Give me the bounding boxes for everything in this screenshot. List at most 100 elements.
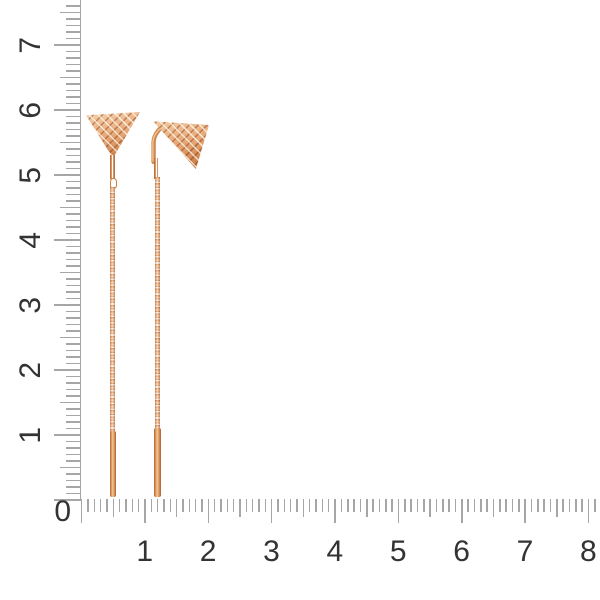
vertical-ruler-tick [66, 5, 81, 7]
earring-left-triangle-top [86, 112, 140, 158]
horizontal-ruler-label: 3 [263, 535, 281, 568]
vertical-ruler-tick [66, 83, 81, 85]
vertical-ruler-tick [66, 213, 81, 215]
vertical-ruler-tick [60, 466, 81, 469]
vertical-ruler-label: 6 [14, 101, 47, 119]
vertical-ruler-tick [66, 187, 81, 189]
vertical-ruler-tick [66, 63, 81, 66]
horizontal-ruler-label: 8 [579, 535, 598, 568]
vertical-ruler-tick [60, 206, 81, 209]
horizontal-ruler-tick [391, 499, 393, 512]
horizontal-ruler-tick [359, 499, 362, 512]
horizontal-ruler-tick [530, 499, 533, 512]
vertical-ruler-tick [66, 135, 81, 137]
horizontal-ruler-tick [448, 499, 450, 512]
horizontal-ruler-tick [334, 499, 336, 523]
vertical-ruler-tick [66, 395, 81, 397]
vertical-ruler-tick [66, 310, 81, 313]
horizontal-ruler-tick [518, 499, 520, 512]
vertical-ruler-label: 5 [14, 166, 47, 184]
vertical-ruler-tick [66, 37, 81, 40]
vertical-ruler-tick [66, 18, 81, 20]
horizontal-ruler-tick [213, 499, 216, 512]
vertical-ruler-tick [66, 375, 81, 378]
horizontal-ruler-tick [118, 499, 121, 512]
vertical-ruler-tick [54, 174, 81, 176]
horizontal-ruler-tick [549, 499, 552, 512]
vertical-ruler-tick [66, 388, 81, 391]
horizontal-ruler-tick [163, 499, 165, 512]
vertical-ruler-tick [66, 245, 81, 248]
vertical-ruler-tick [66, 154, 81, 157]
horizontal-ruler-tick [137, 499, 140, 512]
horizontal-ruler-label: 4 [326, 535, 344, 568]
vertical-ruler-tick [66, 57, 81, 59]
horizontal-ruler-tick [245, 499, 248, 512]
horizontal-ruler-tick [353, 499, 355, 512]
vertical-ruler-tick [66, 317, 81, 319]
horizontal-ruler-tick [480, 499, 482, 512]
vertical-ruler-tick [60, 336, 81, 339]
horizontal-ruler-tick [296, 499, 298, 512]
vertical-ruler-tick [54, 109, 81, 111]
vertical-ruler-tick [66, 89, 81, 92]
vertical-ruler-tick [66, 226, 81, 228]
vertical-ruler-tick [66, 473, 81, 475]
vertical-ruler-tick [66, 349, 81, 352]
vertical-ruler-tick [66, 362, 81, 365]
horizontal-ruler-tick [315, 499, 317, 512]
vertical-ruler-tick [66, 414, 81, 417]
horizontal-ruler-tick [308, 499, 311, 512]
vertical-ruler-tick [66, 427, 81, 430]
vertical-ruler-tick [66, 252, 81, 254]
earring-left-chain [110, 187, 116, 432]
horizontal-ruler-label: 5 [389, 535, 408, 568]
vertical-ruler-label: 1 [14, 426, 47, 444]
horizontal-ruler-tick [251, 499, 254, 512]
vertical-ruler-tick [66, 408, 81, 410]
horizontal-ruler-tick [302, 499, 305, 517]
horizontal-ruler-tick [220, 499, 222, 512]
vertical-ruler-tick [66, 128, 81, 131]
horizontal-ruler-tick [106, 499, 108, 512]
vertical-ruler-tick [66, 453, 81, 456]
horizontal-ruler-tick [321, 499, 324, 512]
horizontal-ruler-tick [537, 499, 539, 512]
horizontal-ruler-tick [239, 499, 241, 517]
vertical-ruler-tick [66, 200, 81, 202]
vertical-ruler-tick [54, 499, 81, 501]
horizontal-ruler-tick [575, 499, 577, 512]
horizontal-ruler-tick [454, 499, 457, 512]
horizontal-ruler-tick [125, 499, 127, 512]
horizontal-ruler-tick [283, 499, 286, 512]
vertical-ruler-tick [66, 323, 81, 326]
vertical-ruler-tick [54, 369, 81, 371]
horizontal-ruler-tick [486, 499, 488, 512]
horizontal-ruler-tick [556, 499, 558, 517]
horizontal-ruler-tick [99, 499, 102, 512]
horizontal-ruler-tick [277, 499, 279, 512]
horizontal-ruler-tick [175, 499, 178, 517]
vertical-ruler-tick [66, 219, 81, 222]
horizontal-ruler-tick [473, 499, 476, 512]
horizontal-ruler-tick [131, 499, 134, 512]
horizontal-ruler-tick [581, 499, 583, 512]
horizontal-ruler-tick [182, 499, 184, 512]
horizontal-ruler-tick [150, 499, 153, 512]
horizontal-ruler-tick [93, 499, 96, 512]
vertical-ruler-tick [66, 343, 81, 345]
horizontal-ruler-tick [207, 499, 210, 523]
vertical-ruler-tick [66, 382, 81, 384]
vertical-ruler-tick [66, 421, 81, 423]
vertical-ruler-tick [66, 232, 81, 235]
horizontal-ruler-tick [385, 499, 387, 512]
horizontal-ruler-tick [340, 499, 343, 512]
horizontal-ruler-tick [568, 499, 571, 512]
horizontal-ruler-tick [524, 499, 526, 523]
horizontal-ruler-tick [232, 499, 235, 512]
vertical-ruler-tick [66, 50, 81, 53]
horizontal-ruler-tick [416, 499, 419, 512]
horizontal-ruler-tick [404, 499, 406, 512]
vertical-ruler-tick [60, 11, 81, 14]
